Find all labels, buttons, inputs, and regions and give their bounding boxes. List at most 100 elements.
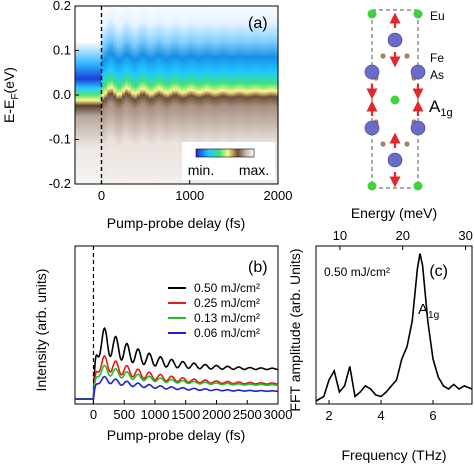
atom-label-eu: Eu (430, 9, 445, 23)
heatmap-slice (189, 0, 194, 189)
eu-atom (367, 9, 377, 19)
heatmap-mask (75, 0, 278, 6)
heatmap-slice (248, 0, 253, 191)
heatmap-slice (169, 0, 173, 191)
fe-atom (404, 141, 410, 147)
heatmap-slice (145, 0, 150, 190)
xtick-label: 1500 (171, 407, 200, 422)
heatmap-slice (225, 0, 229, 190)
heatmap-slice (269, 0, 273, 190)
heatmap-slice (119, 2, 123, 193)
panel-c-mode-label: A1g (418, 301, 439, 321)
heatmap-slice (163, 1, 167, 192)
heatmap-slice (186, 0, 191, 190)
xtick-label: 2000 (264, 188, 293, 203)
top-xtick-label: 10 (333, 228, 347, 243)
heatmap-slice (245, 0, 250, 191)
eu-atom (390, 95, 400, 105)
heatmap-mask (75, 184, 278, 194)
panel-c-xaxis: 2 4 6 (325, 400, 437, 423)
legend-entry: 0.50 mJ/cm² (194, 281, 260, 295)
atom-label-fe: Fe (430, 51, 444, 65)
xtick-label: 1000 (175, 188, 204, 203)
as-atom (364, 64, 380, 80)
ytick-label: 0.0 (53, 87, 71, 102)
ytick-label: 0.2 (53, 0, 71, 13)
xtick-label: 500 (113, 407, 135, 422)
panel-b-ylabel: Intensity (arb. units) (33, 269, 49, 392)
crystal-mode-label: A1g (429, 97, 453, 119)
xtick-label: 2 (325, 408, 332, 423)
heatmap-slice (148, 2, 153, 193)
xtick-label: 1000 (141, 407, 170, 422)
heatmap-slice (133, 2, 138, 193)
heatmap-slice (101, 4, 106, 194)
panel-c-top-xlabel: Energy (meV) (351, 205, 437, 221)
heatmap-slice (216, 0, 220, 191)
crystal-atoms (364, 9, 426, 191)
xtick-label: 4 (377, 408, 384, 423)
colorbar (195, 148, 255, 158)
panel-c-curve (315, 253, 473, 402)
fe-atom (380, 141, 386, 147)
heatmap-slice (107, 0, 111, 188)
panel-a-yaxis: 0.2 0.1 0.0 -0.1 -0.2 (49, 0, 79, 191)
heatmap-slice (183, 0, 188, 191)
as-atom (387, 152, 403, 168)
heatmap-slice (251, 0, 256, 190)
series-line (75, 354, 279, 400)
eu-atom (413, 9, 423, 19)
xtick-label: 2500 (233, 407, 262, 422)
heatmap-slice (204, 0, 208, 190)
heatmap-slice (210, 0, 214, 191)
heatmap-slice (136, 0, 141, 191)
panel-b-xaxis: 0 500 1000 1500 2000 2500 3000 (90, 400, 293, 422)
heatmap-before-pump (75, 6, 102, 184)
heatmap-slice (104, 1, 108, 192)
heatmap-slice (180, 1, 185, 192)
series-line (75, 364, 278, 400)
panel-c-xlabel: Frequency (THz) (341, 447, 446, 463)
heatmap-slice (142, 0, 147, 188)
xtick-label: 6 (429, 408, 436, 423)
heatmap-slice (263, 0, 267, 191)
as-atom (410, 64, 426, 80)
heatmap-slice (260, 0, 264, 191)
heatmap-slice (172, 0, 176, 189)
panel-a-xlabel: Pump-probe delay (fs) (107, 215, 246, 231)
heatmap-slice (116, 2, 120, 193)
panel-b-frame (74, 245, 279, 405)
colorbar-box (182, 142, 275, 180)
heatmap-slice (201, 0, 206, 191)
panel-c-ylabel: FFT amplitude (arb. Units) (287, 248, 303, 411)
panel-a: 0.2 0.1 0.0 -0.1 -0.2 0 1000 2000 (a) E-EF(eV)… (1, 0, 292, 231)
panel-a-xaxis: 0 1000 2000 (98, 180, 293, 203)
heatmap-slice (236, 0, 241, 190)
xtick-label: 2000 (202, 407, 231, 422)
panel-c-label: (c) (429, 263, 448, 280)
series-line (75, 375, 279, 400)
panel-c-frame (315, 245, 473, 405)
heatmap-slice (157, 0, 161, 189)
eu-atom (367, 181, 377, 191)
as-atom (387, 32, 403, 48)
heatmap-slice (113, 0, 117, 190)
heatmap-slice (257, 0, 261, 190)
heatmap-slice (195, 0, 200, 191)
panel-b: 0 500 1000 1500 2000 2500 3000 0.50 mJ/cm²0.25… (33, 245, 293, 443)
heatmap-slice (125, 0, 129, 188)
fft-spectrum-line (315, 253, 473, 402)
top-xtick-label: 20 (396, 228, 410, 243)
heatmap-slice (233, 0, 238, 190)
heatmap-slice (275, 0, 279, 191)
heatmap-slice (177, 0, 182, 191)
heatmap-slice (198, 1, 203, 192)
atom-label-as: As (430, 68, 444, 82)
heatmap-slice (175, 0, 179, 189)
ytick-label: -0.2 (49, 176, 71, 191)
heatmap-slice (254, 0, 258, 190)
panel-b-xlabel: Pump-probe delay (fs) (107, 427, 246, 443)
xtick-label: 0 (98, 188, 105, 203)
xtick-label: 3000 (264, 407, 293, 422)
